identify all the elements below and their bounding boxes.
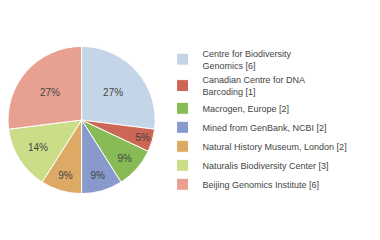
- svg-text:Mined from GenBank, NCBI [2]: Mined from GenBank, NCBI [2]: [203, 123, 327, 133]
- svg-text:9%: 9%: [117, 153, 132, 164]
- svg-text:9%: 9%: [90, 170, 105, 181]
- svg-text:27%: 27%: [103, 87, 123, 98]
- svg-text:5%: 5%: [135, 132, 150, 143]
- svg-text:9%: 9%: [58, 170, 73, 181]
- svg-text:Natural History Museum, London: Natural History Museum, London [2]: [203, 142, 347, 152]
- svg-text:Naturalis Biodiversity Center: Naturalis Biodiversity Center [3]: [203, 161, 329, 171]
- svg-text:Beijing Genomics Institute [6]: Beijing Genomics Institute [6]: [203, 180, 320, 190]
- svg-text:Canadian Centre for DNABarcodi: Canadian Centre for DNABarcoding [1]: [203, 75, 306, 97]
- svg-text:14%: 14%: [28, 142, 48, 153]
- svg-text:Macrogen, Europe [2]: Macrogen, Europe [2]: [203, 104, 290, 114]
- svg-text:Centre for BiodiversityGenomic: Centre for BiodiversityGenomics [6]: [203, 49, 292, 71]
- svg-text:27%: 27%: [40, 87, 60, 98]
